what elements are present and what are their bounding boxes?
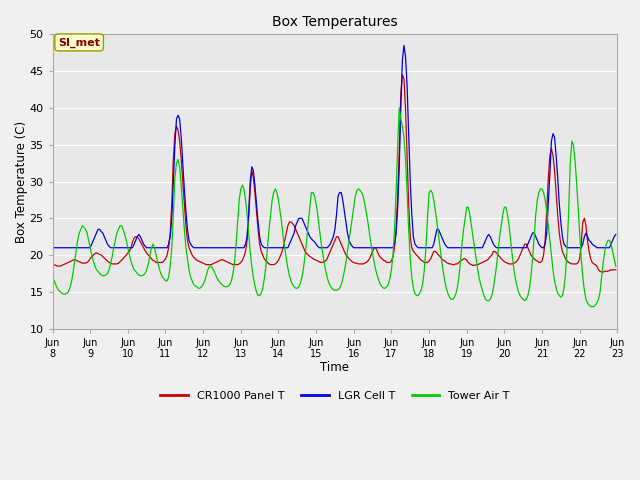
CR1000 Panel T — [598, 269, 605, 275]
Tower Air T — [612, 263, 620, 269]
Title: Box Temperatures: Box Temperatures — [272, 15, 397, 29]
CR1000 Panel T — [399, 72, 406, 78]
LGR Cell T — [118, 245, 125, 251]
LGR Cell T — [295, 216, 303, 221]
Tower Air T — [216, 280, 224, 286]
LGR Cell T — [400, 43, 408, 48]
LGR Cell T — [49, 245, 56, 251]
Line: CR1000 Panel T: CR1000 Panel T — [52, 75, 616, 272]
Y-axis label: Box Temperature (C): Box Temperature (C) — [15, 120, 28, 242]
LGR Cell T — [236, 245, 243, 251]
CR1000 Panel T — [582, 223, 590, 228]
LGR Cell T — [612, 232, 620, 238]
CR1000 Panel T — [295, 234, 303, 240]
CR1000 Panel T — [118, 257, 125, 263]
Tower Air T — [118, 223, 125, 228]
Tower Air T — [396, 105, 403, 111]
Tower Air T — [587, 304, 595, 310]
LGR Cell T — [582, 230, 590, 236]
X-axis label: Time: Time — [321, 360, 349, 374]
Tower Air T — [295, 284, 303, 289]
Tower Air T — [582, 296, 590, 302]
CR1000 Panel T — [244, 216, 252, 221]
Legend: CR1000 Panel T, LGR Cell T, Tower Air T: CR1000 Panel T, LGR Cell T, Tower Air T — [156, 386, 514, 406]
Text: SI_met: SI_met — [58, 37, 100, 48]
LGR Cell T — [216, 245, 224, 251]
CR1000 Panel T — [236, 261, 243, 267]
Tower Air T — [244, 230, 252, 236]
CR1000 Panel T — [612, 267, 620, 273]
Line: LGR Cell T: LGR Cell T — [52, 46, 616, 248]
Tower Air T — [49, 274, 56, 280]
LGR Cell T — [244, 212, 252, 217]
CR1000 Panel T — [49, 261, 56, 267]
CR1000 Panel T — [216, 257, 224, 263]
Tower Air T — [236, 197, 243, 203]
Line: Tower Air T: Tower Air T — [52, 108, 616, 307]
